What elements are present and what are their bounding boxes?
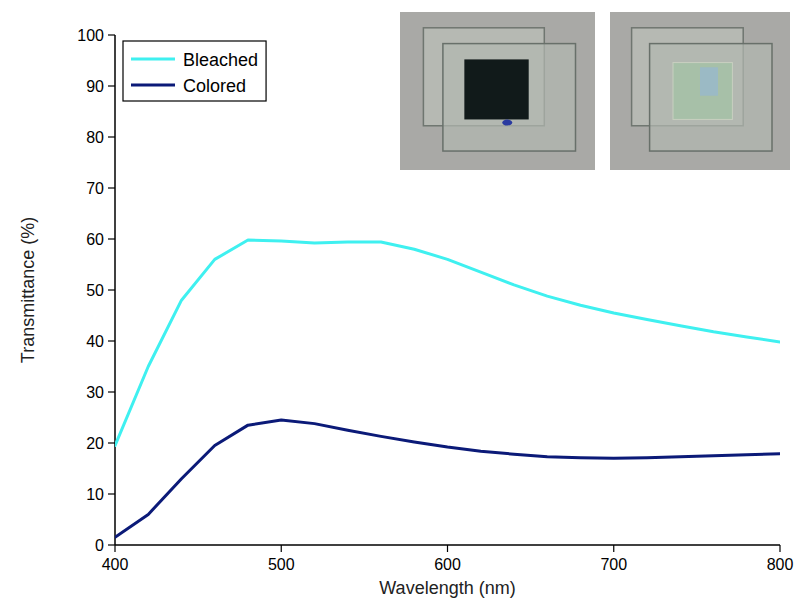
- film-spot: [502, 120, 512, 126]
- series-line: [115, 420, 780, 537]
- y-tick: [108, 493, 115, 494]
- y-tick: [108, 85, 115, 86]
- x-tick: [114, 545, 115, 552]
- photo-background: [610, 12, 790, 170]
- y-tick-label: 30: [86, 384, 104, 401]
- y-tick: [108, 442, 115, 443]
- y-tick-label: 80: [86, 129, 104, 146]
- y-tick-label: 50: [86, 282, 104, 299]
- x-tick: [613, 545, 614, 552]
- plot-area: [115, 240, 780, 537]
- x-tick: [447, 545, 448, 552]
- glass-slide: [650, 44, 772, 151]
- x-tick: [281, 545, 282, 552]
- x-tick-label: 500: [268, 556, 295, 573]
- y-tick: [108, 187, 115, 188]
- y-tick-label: 90: [86, 78, 104, 95]
- x-tick-label: 700: [600, 556, 627, 573]
- film-spot: [700, 67, 718, 95]
- y-tick-label: 20: [86, 435, 104, 452]
- y-tick: [108, 340, 115, 341]
- y-axis-title: Transmittance (%): [18, 217, 38, 363]
- inset-photo: [610, 12, 790, 170]
- x-tick: [779, 545, 780, 552]
- y-tick: [108, 544, 115, 545]
- y-tick-label: 40: [86, 333, 104, 350]
- legend-swatch: [131, 84, 175, 87]
- y-tick-label: 60: [86, 231, 104, 248]
- y-tick-label: 100: [77, 27, 104, 44]
- y-tick: [108, 34, 115, 35]
- legend-box: [123, 41, 266, 101]
- x-tick-label: 800: [767, 556, 794, 573]
- y-tick-label: 70: [86, 180, 104, 197]
- y-tick-label: 0: [95, 537, 104, 554]
- y-tick: [108, 238, 115, 239]
- glass-slide: [443, 44, 576, 151]
- x-tick-label: 600: [434, 556, 461, 573]
- y-tick-label: 10: [86, 486, 104, 503]
- bleached-film: [673, 63, 732, 120]
- series-line: [115, 240, 780, 446]
- chart: 0 10 20 30 40 50 60 70 80 90 100 400 500 600 700 800 Wav…: [0, 0, 809, 606]
- x-axis-title: Wavelength (nm): [379, 578, 515, 598]
- legend: Bleached Colored: [123, 41, 266, 101]
- colored-film: [464, 59, 528, 119]
- glass-slide: [632, 28, 744, 126]
- y-tick: [108, 289, 115, 290]
- x-tick-label: 400: [102, 556, 129, 573]
- legend-label: Colored: [183, 76, 246, 96]
- photo-background: [400, 12, 595, 170]
- legend-swatch: [131, 58, 175, 61]
- glass-slide: [423, 28, 544, 126]
- legend-label: Bleached: [183, 50, 258, 70]
- inset-photo: [400, 12, 595, 170]
- y-tick: [108, 391, 115, 392]
- y-tick: [108, 136, 115, 137]
